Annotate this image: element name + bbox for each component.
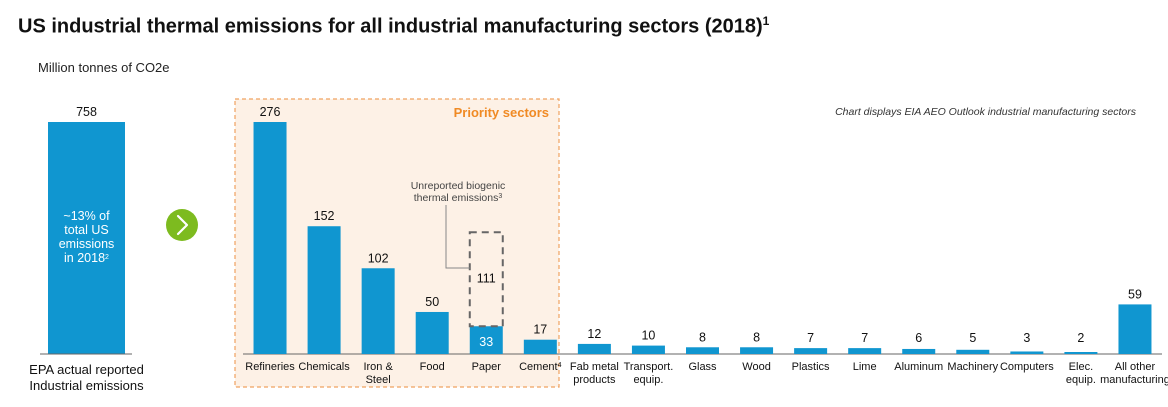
sector-category-label: Iron &: [363, 361, 393, 373]
sector-value-label: 5: [969, 331, 976, 345]
sector-category-label: products: [573, 374, 616, 386]
sector-category-label: Aluminum: [894, 361, 943, 373]
sector-bar: [848, 348, 882, 354]
sector-category-label: Wood: [742, 361, 771, 373]
sector-value-label: 10: [641, 329, 655, 343]
biogenic-label: thermal emissions3: [414, 192, 503, 204]
sector-category-label: Fab metal: [570, 361, 619, 373]
sector-bar: [686, 347, 719, 354]
sector-category-label: equip.: [633, 374, 663, 386]
priority-sectors-label: Priority sectors: [454, 105, 549, 120]
sector-category-label: Refineries: [245, 361, 295, 373]
sector-value-label: 7: [861, 331, 868, 345]
sector-bar: [415, 311, 449, 354]
sector-bar: [1064, 352, 1098, 354]
sector-value-label: 152: [314, 209, 335, 223]
total-bar-inner-text: ~13% of: [63, 209, 110, 223]
sector-value-label: 7: [807, 331, 814, 345]
unit-label: Million tonnes of CO2e: [38, 60, 170, 75]
biogenic-callout-line: [445, 205, 470, 269]
sector-value-label: 8: [753, 330, 760, 344]
sector-category-label: Cement4: [519, 361, 562, 373]
sector-bar: [307, 226, 341, 354]
sector-category-label: Food: [420, 361, 445, 373]
sector-bar: [740, 347, 774, 354]
sector-category-label: equip.: [1066, 374, 1096, 386]
sector-category-label: Lime: [853, 361, 877, 373]
sector-bar: [577, 343, 611, 354]
chevron-right-icon: [176, 214, 189, 236]
sector-category-label: Elec.: [1069, 361, 1093, 373]
sector-category-label: Steel: [366, 374, 391, 386]
sector-bar: [469, 326, 503, 354]
sector-bar: [1010, 351, 1044, 354]
total-bar-inner-text: total US: [64, 223, 108, 237]
sector-category-footnote: 4: [558, 362, 562, 369]
sector-category-label: Computers: [1000, 361, 1054, 373]
title-footnote: 1: [762, 14, 770, 28]
sector-value-label: 33: [479, 335, 493, 349]
sector-bar: [523, 339, 557, 354]
sector-value-label: 276: [260, 105, 281, 119]
sector-bar: [631, 345, 665, 354]
sector-value-label: 2: [1077, 331, 1084, 345]
total-value-label: 758: [76, 105, 97, 119]
next-arrow-circle: [166, 209, 198, 241]
sector-value-label: 6: [915, 331, 922, 345]
sector-category-label: Plastics: [792, 361, 830, 373]
total-bar-inner-text: in 20182: [64, 251, 109, 265]
sector-category-label: Transport.: [624, 361, 674, 373]
sector-category-label: Paper: [472, 361, 502, 373]
chart-title: US industrial thermal emissions for all …: [18, 14, 770, 38]
biogenic-label: Unreported biogenic: [411, 180, 506, 192]
sector-category-label: Glass: [688, 361, 717, 373]
sector-value-label: 12: [587, 327, 601, 341]
sector-category-label: Chemicals: [298, 361, 350, 373]
sector-bar: [253, 122, 287, 354]
sector-category-label: Machinery: [947, 361, 998, 373]
sector-value-label: 17: [533, 323, 547, 337]
total-bar-footnote: 2: [105, 254, 109, 261]
sector-bar: [902, 348, 936, 354]
sector-bar: [361, 268, 395, 354]
sector-value-label: 3: [1023, 331, 1030, 345]
priority-sectors-box: [234, 98, 560, 388]
sector-category-label: All other: [1115, 361, 1156, 373]
total-bar: [48, 122, 125, 354]
sector-category-label: manufacturing: [1100, 374, 1168, 386]
total-bar-inner-text: emissions: [59, 237, 115, 251]
sector-bar: [1118, 304, 1152, 354]
sector-value-label: 50: [425, 295, 439, 309]
sector-value-label: 8: [699, 330, 706, 344]
total-category-label: EPA actual reported: [29, 362, 144, 377]
sector-bar: [794, 348, 828, 354]
sector-value-label: 102: [368, 251, 389, 265]
chart-note: Chart displays EIA AEO Outlook industria…: [835, 106, 1136, 118]
sector-bar: [956, 349, 990, 354]
total-category-label: Industrial emissions: [29, 378, 144, 393]
biogenic-dashed-bar: [468, 231, 504, 328]
biogenic-value-label: 111: [477, 271, 496, 285]
sector-value-label: 59: [1128, 287, 1142, 301]
biogenic-label-footnote: 3: [498, 193, 502, 200]
